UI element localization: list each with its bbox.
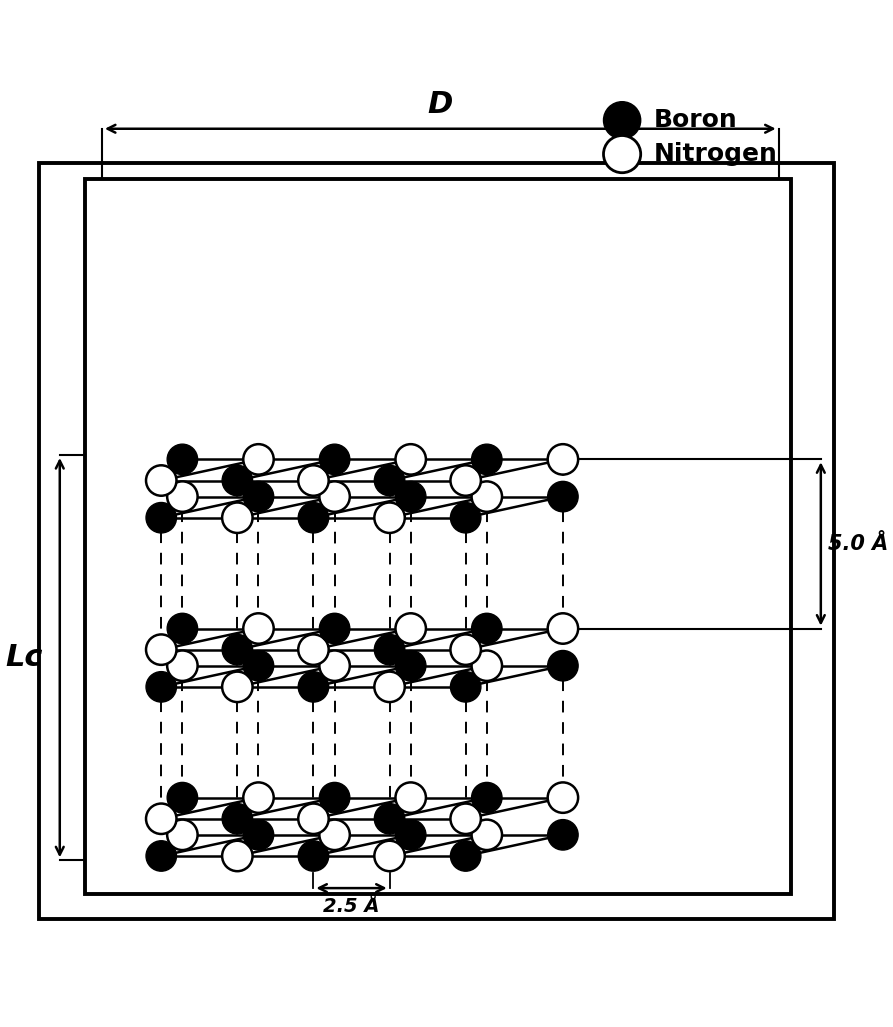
Circle shape: [146, 803, 176, 834]
Circle shape: [547, 783, 578, 812]
Circle shape: [547, 482, 578, 511]
Circle shape: [146, 465, 176, 496]
Circle shape: [450, 502, 480, 533]
Circle shape: [547, 444, 578, 474]
Circle shape: [243, 783, 273, 812]
Circle shape: [146, 635, 176, 664]
Circle shape: [450, 672, 480, 702]
Circle shape: [319, 820, 350, 850]
Circle shape: [396, 444, 426, 474]
Circle shape: [167, 444, 197, 474]
Circle shape: [472, 820, 502, 850]
Text: 2.5 Å: 2.5 Å: [323, 897, 380, 915]
Circle shape: [396, 482, 426, 511]
Circle shape: [450, 465, 480, 496]
Circle shape: [472, 444, 502, 474]
Circle shape: [374, 672, 405, 702]
Circle shape: [298, 672, 329, 702]
Circle shape: [222, 672, 253, 702]
Circle shape: [167, 650, 197, 681]
Text: Nitrogen: Nitrogen: [653, 142, 777, 166]
Circle shape: [450, 635, 480, 664]
Circle shape: [222, 635, 253, 664]
Circle shape: [319, 444, 350, 474]
Circle shape: [167, 613, 197, 644]
Circle shape: [472, 783, 502, 812]
Circle shape: [319, 783, 350, 812]
Circle shape: [472, 482, 502, 511]
Circle shape: [603, 102, 640, 139]
Circle shape: [298, 465, 329, 496]
Circle shape: [146, 672, 176, 702]
Circle shape: [547, 820, 578, 850]
Bar: [85, 180, 791, 895]
Circle shape: [146, 841, 176, 871]
Bar: [38, 162, 833, 919]
Text: D: D: [428, 89, 453, 118]
Circle shape: [298, 841, 329, 871]
Circle shape: [222, 502, 253, 533]
Circle shape: [298, 635, 329, 664]
Circle shape: [396, 613, 426, 644]
Circle shape: [222, 465, 253, 496]
Text: 5.0 Å: 5.0 Å: [827, 534, 888, 554]
Circle shape: [396, 820, 426, 850]
Circle shape: [547, 650, 578, 681]
Circle shape: [396, 650, 426, 681]
Circle shape: [374, 502, 405, 533]
Circle shape: [243, 444, 273, 474]
Circle shape: [298, 803, 329, 834]
Circle shape: [167, 783, 197, 812]
Circle shape: [374, 841, 405, 871]
Text: Boron: Boron: [653, 108, 737, 132]
Circle shape: [167, 482, 197, 511]
Circle shape: [319, 650, 350, 681]
Circle shape: [374, 635, 405, 664]
Circle shape: [547, 613, 578, 644]
Circle shape: [319, 613, 350, 644]
Circle shape: [472, 613, 502, 644]
Circle shape: [243, 650, 273, 681]
Circle shape: [450, 841, 480, 871]
Circle shape: [374, 803, 405, 834]
Circle shape: [167, 820, 197, 850]
Circle shape: [298, 502, 329, 533]
Text: Lc: Lc: [5, 643, 43, 673]
Circle shape: [243, 820, 273, 850]
Circle shape: [222, 803, 253, 834]
Circle shape: [450, 803, 480, 834]
Circle shape: [319, 482, 350, 511]
Circle shape: [472, 650, 502, 681]
Circle shape: [603, 136, 640, 173]
Circle shape: [243, 482, 273, 511]
Circle shape: [374, 465, 405, 496]
Circle shape: [396, 783, 426, 812]
Circle shape: [222, 841, 253, 871]
Circle shape: [146, 502, 176, 533]
Circle shape: [243, 613, 273, 644]
